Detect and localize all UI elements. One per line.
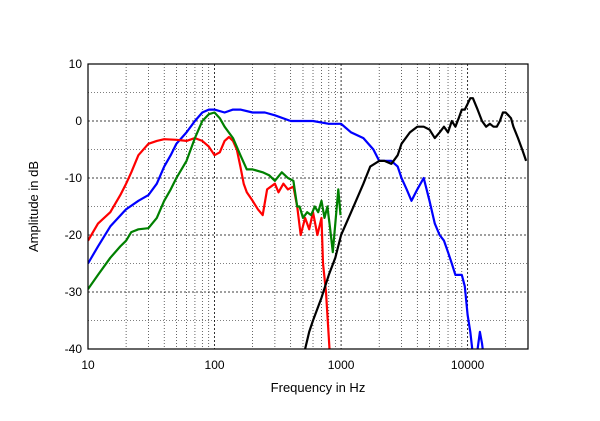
y-tick-label: -10 (65, 171, 83, 185)
y-tick-label: -40 (65, 342, 83, 356)
y-axis-label: Amplitude in dB (26, 161, 41, 252)
y-tick-label: 10 (69, 57, 83, 71)
x-axis-label: Frequency in Hz (271, 380, 366, 395)
series-line-2 (88, 135, 331, 349)
series-line-3 (88, 111, 342, 290)
y-tick-label: -20 (65, 228, 83, 242)
x-tick-label: 1000 (328, 358, 355, 372)
y-tick-label: -30 (65, 285, 83, 299)
x-tick-label: 10 (81, 358, 95, 372)
series-line-4 (304, 97, 528, 349)
series-layer (88, 97, 528, 349)
minor-gridlines (88, 64, 529, 349)
x-tick-label: 10000 (451, 358, 485, 372)
series-line-1 (88, 108, 484, 349)
x-tick-label: 100 (205, 358, 225, 372)
y-tick-label: 0 (75, 114, 82, 128)
plot-frame (87, 63, 529, 350)
